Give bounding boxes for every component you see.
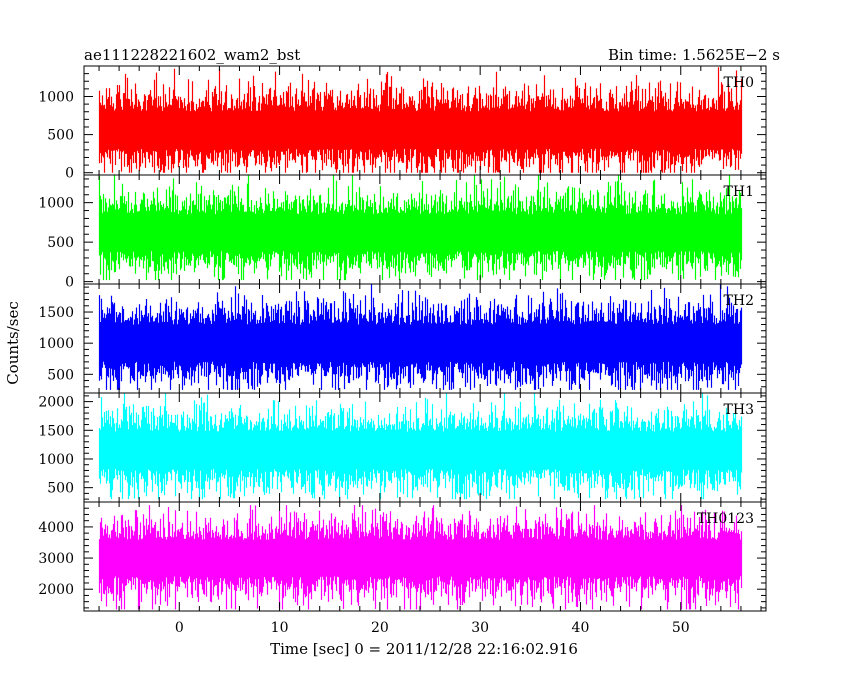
y-tick-label: 1000 (38, 452, 74, 468)
series-th0 (98, 67, 743, 173)
panel-label-th2: TH2 (724, 293, 754, 309)
series-th0123 (98, 505, 743, 610)
panel-label-th3: TH3 (724, 402, 754, 418)
y-tick-label: 1500 (38, 305, 74, 321)
panel-label-th1: TH1 (724, 184, 754, 200)
x-axis-label: Time [sec] 0 = 2011/12/28 22:16:02.916 (270, 640, 578, 658)
y-tick-label: 500 (47, 128, 74, 144)
y-axis-label: Counts/sec (4, 301, 22, 385)
series-th3 (98, 393, 743, 500)
y-tick-label: 500 (47, 481, 74, 497)
series-th1 (98, 175, 743, 281)
y-tick-label: 1000 (38, 196, 74, 212)
panels-group: 05001000TH005001000TH150010001500TH25001… (38, 65, 767, 636)
panel-label-th0123: TH0123 (697, 511, 754, 527)
x-tick-label: 20 (371, 620, 389, 636)
x-tick-label: 0 (175, 620, 184, 636)
x-tick-label: 50 (672, 620, 690, 636)
y-tick-label: 3000 (38, 551, 74, 567)
y-tick-label: 0 (65, 275, 74, 291)
y-tick-label: 2000 (38, 395, 74, 411)
panel-frame-th0123 (83, 501, 767, 612)
y-tick-label: 1000 (38, 336, 74, 352)
series-th2 (98, 284, 743, 390)
y-tick-label: 1000 (38, 89, 74, 105)
x-tick-label: 40 (572, 620, 590, 636)
y-tick-label: 0 (65, 166, 74, 182)
panel-label-th0: TH0 (724, 75, 754, 91)
y-tick-label: 500 (47, 235, 74, 251)
y-tick-label: 2000 (38, 582, 74, 598)
x-tick-label: 30 (471, 620, 489, 636)
chart-title: ae111228221602_wam2_bst (84, 46, 300, 64)
x-tick-label: 10 (271, 620, 289, 636)
y-tick-label: 500 (47, 367, 74, 383)
bin-time-label: Bin time: 1.5625E−2 s (608, 46, 780, 64)
y-tick-label: 4000 (38, 520, 74, 536)
y-tick-label: 1500 (38, 423, 74, 439)
